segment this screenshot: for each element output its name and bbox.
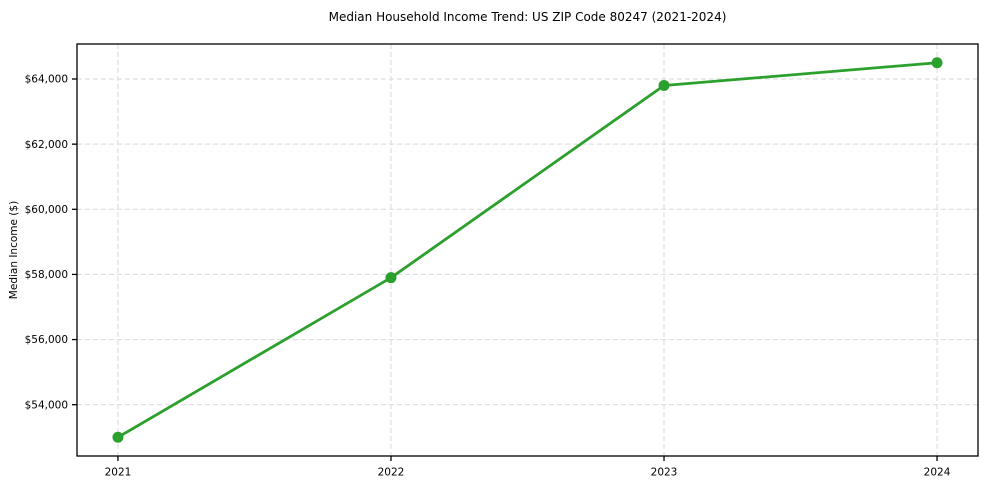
y-tick-label: $58,000 xyxy=(25,269,68,281)
trend-line xyxy=(116,61,939,439)
x-tick-label: 2022 xyxy=(378,466,405,478)
data-point-2023 xyxy=(658,80,670,92)
plot-frame xyxy=(76,43,979,457)
y-tick-label: $62,000 xyxy=(25,139,68,151)
chart-title: Median Household Income Trend: US ZIP Co… xyxy=(328,10,727,24)
data-point-2024 xyxy=(931,57,943,69)
y-tick-label: $64,000 xyxy=(25,74,68,86)
data-point-2022 xyxy=(385,272,397,284)
data-point-2021 xyxy=(112,431,124,443)
y-tick-label: $60,000 xyxy=(25,204,68,216)
y-tick-label: $54,000 xyxy=(25,399,68,411)
x-tick-label: 2023 xyxy=(651,466,678,478)
y-tick-label: $56,000 xyxy=(25,334,68,346)
x-tick-label: 2024 xyxy=(924,466,951,478)
x-tick-label: 2021 xyxy=(105,466,132,478)
